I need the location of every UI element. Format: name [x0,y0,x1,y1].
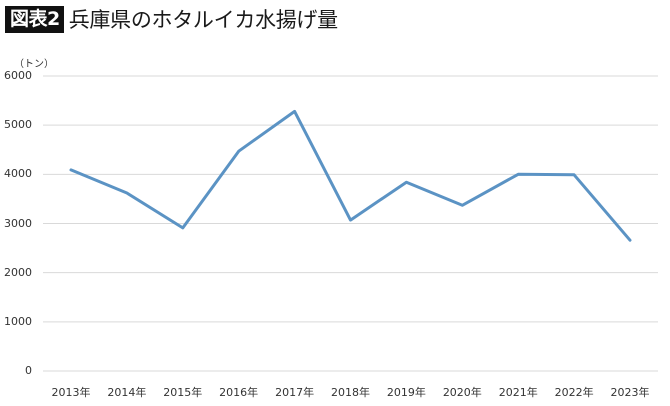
chart-title: 兵庫県のホタルイカ水揚げ量 [68,8,338,32]
x-tick-label: 2020年 [442,386,482,399]
x-tick-label: 2023年 [610,386,650,399]
figure-badge: 図表2 [5,5,64,33]
y-tick-label: 0 [25,364,32,377]
x-tick-label: 2015年 [163,386,203,399]
x-tick-label: 2018年 [331,386,370,399]
y-tick-label: 1000 [4,314,32,328]
x-tick-label: 2022年 [554,386,594,399]
x-tick-label: 2017年 [275,386,315,399]
x-tick-label: 2016年 [219,386,259,399]
x-tick-label: 2019年 [386,386,426,399]
y-tick-label: 6000 [4,69,32,82]
x-tick-label: 2014年 [107,386,147,399]
gridlines [43,75,658,372]
y-tick-label: 5000 [4,118,32,132]
y-axis-unit-label: （トン） [14,59,54,70]
chart-title-row: 図表2 兵庫県のホタルイカ水揚げ量 [5,5,338,33]
y-tick-label: 3000 [4,216,32,230]
y-tick-label: 4000 [4,167,32,181]
x-tick-label: 2013年 [51,386,91,399]
data-line [69,109,632,242]
y-tick-label: 2000 [4,265,32,279]
x-tick-label: 2021年 [498,386,538,399]
